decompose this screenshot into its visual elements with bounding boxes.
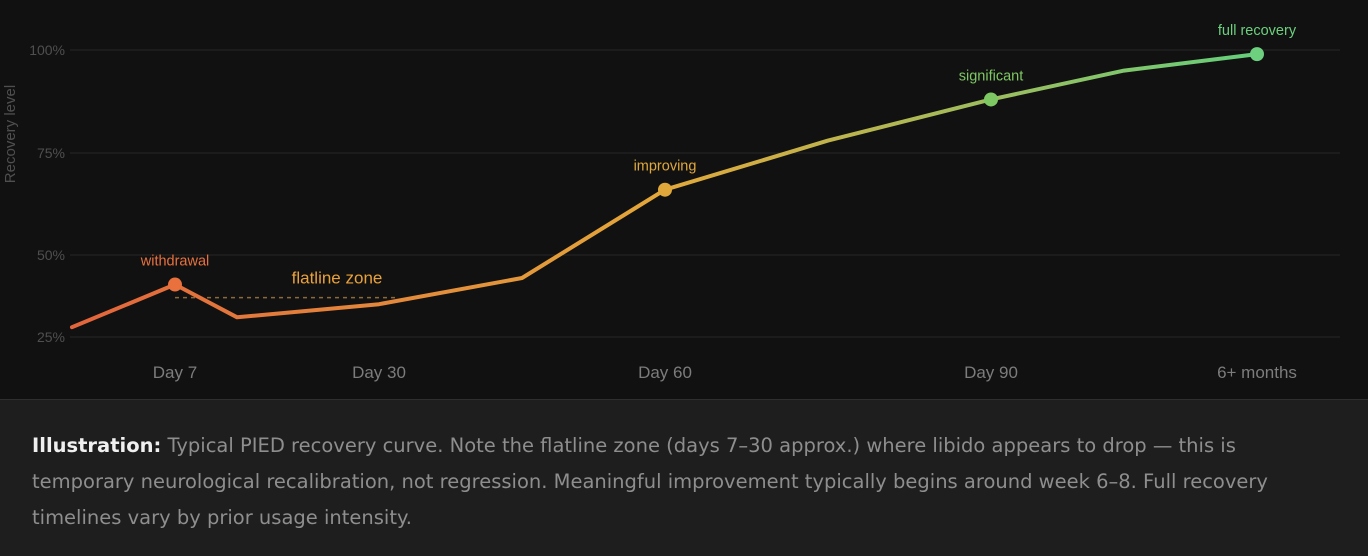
milestone-label: significant — [959, 68, 1023, 84]
y-tick-label: 25% — [37, 329, 65, 345]
caption-text: Illustration: Typical PIED recovery curv… — [32, 428, 1336, 536]
recovery-line — [70, 52, 1259, 330]
milestone-point — [1250, 47, 1264, 62]
milestone-point — [984, 92, 998, 107]
x-tick-label: Day 7 — [153, 363, 197, 382]
caption-divider — [0, 399, 1368, 400]
caption-lead: Illustration: — [32, 434, 162, 457]
caption-body: Typical PIED recovery curve. Note the fl… — [32, 434, 1268, 529]
flatline-label: flatline zone — [292, 269, 383, 288]
y-tick-label: 100% — [29, 42, 65, 58]
milestone-label: withdrawal — [140, 254, 210, 270]
caption-box: Illustration: Typical PIED recovery curv… — [0, 400, 1368, 556]
y-tick-label: 50% — [37, 247, 65, 263]
x-tick-label: Day 30 — [352, 363, 406, 382]
milestone-label: improving — [634, 159, 697, 175]
milestone-point — [168, 277, 182, 292]
recovery-chart: 25% 50% 75% 100% Recovery level Day 7 Day 30 Da… — [2, 23, 1340, 382]
x-tick-label: 6+ months — [1217, 363, 1297, 382]
recovery-chart-svg: 25% 50% 75% 100% Recovery level Day 7 Day 30 Da… — [2, 23, 1340, 382]
y-axis-label: Recovery level — [2, 85, 19, 183]
y-tick-label: 75% — [37, 145, 65, 161]
milestone-point — [658, 182, 672, 197]
x-tick-label: Day 90 — [964, 363, 1018, 382]
milestone-label: full recovery — [1218, 23, 1297, 39]
x-tick-label: Day 60 — [638, 363, 692, 382]
